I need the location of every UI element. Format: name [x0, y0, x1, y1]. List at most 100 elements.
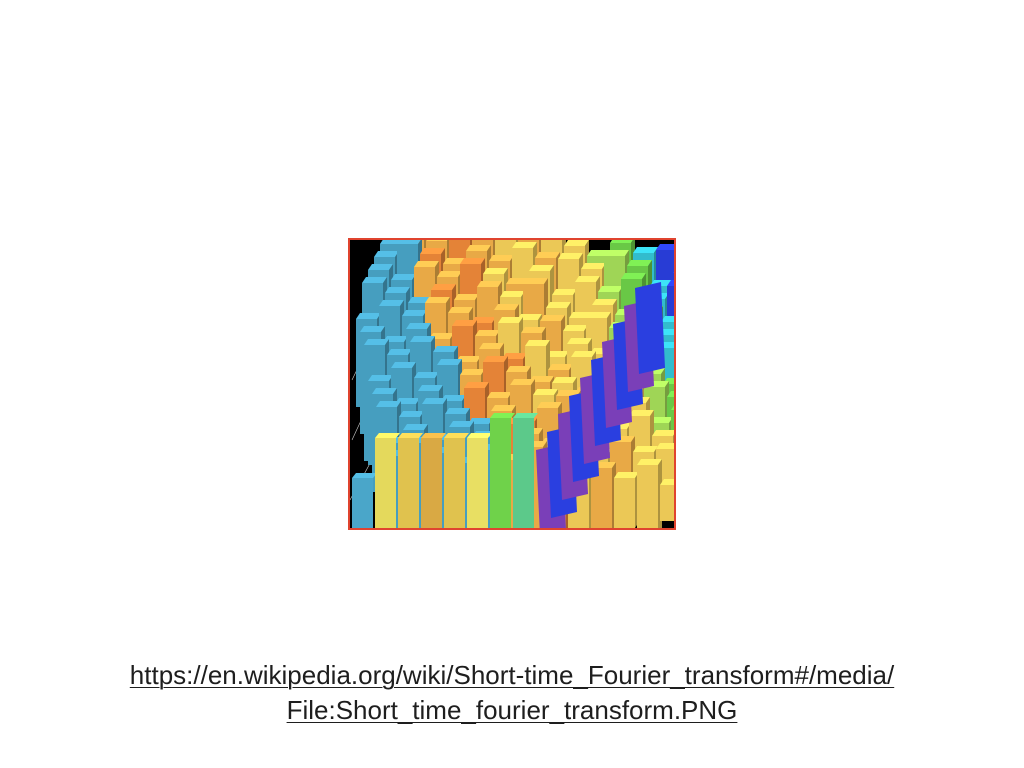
waterfall-bar-top — [604, 250, 629, 256]
waterfall-front-bar — [467, 438, 488, 528]
waterfall-bar-top — [510, 379, 535, 385]
waterfall-bar-top — [546, 302, 571, 308]
waterfall-bar-top — [448, 307, 473, 313]
waterfall-bar-top — [637, 459, 662, 465]
waterfall-bar-top — [671, 405, 674, 410]
waterfall-bar-top — [376, 401, 401, 407]
waterfall-bar-top — [521, 327, 546, 333]
waterfall-bar-top — [395, 398, 420, 404]
waterfall-bar-top — [460, 258, 485, 264]
waterfall-bar-top — [422, 398, 447, 404]
waterfall-bar-top — [656, 443, 674, 449]
waterfall-front-bar — [444, 438, 465, 528]
waterfall-bar-top — [391, 274, 416, 280]
waterfall-bar-top — [581, 263, 606, 269]
waterfall-bar-top — [437, 359, 462, 365]
waterfall-bar-top — [571, 351, 596, 357]
waterfall-bar-top — [627, 260, 652, 266]
waterfall-bar-top — [399, 411, 424, 417]
waterfall-bar-top — [548, 364, 573, 370]
waterfall-front-bar — [513, 418, 534, 528]
waterfall-bar-top — [535, 252, 560, 258]
waterfall-bar-top — [673, 271, 674, 273]
waterfall-bar-top — [454, 294, 479, 300]
waterfall-bar-top — [385, 287, 410, 293]
waterfall-bar-top — [452, 320, 477, 326]
waterfall-bar-top — [517, 314, 542, 320]
waterfall-bar-top — [483, 356, 508, 362]
waterfall-bar-top — [414, 261, 439, 267]
waterfall-bar-top — [429, 333, 454, 339]
waterfall-bar-top — [529, 265, 554, 271]
waterfall-bar-top — [489, 255, 514, 261]
waterfall-bar-top — [479, 343, 504, 349]
waterfall-bar-top — [502, 353, 527, 359]
waterfall-bar-top — [379, 300, 404, 306]
stft-3d-waterfall-plot — [350, 240, 674, 528]
waterfall-front-bar — [398, 438, 419, 528]
waterfall-bar-top — [464, 382, 489, 388]
waterfall-bar-top — [402, 310, 427, 316]
waterfall-bar-top — [533, 389, 558, 395]
waterfall-bar-top — [660, 479, 674, 485]
source-link-line-1[interactable]: https://en.wikipedia.org/wiki/Short-time… — [129, 660, 895, 690]
waterfall-bar-top — [648, 417, 673, 423]
waterfall-bar-top — [544, 351, 569, 357]
waterfall-bar-top — [563, 325, 588, 331]
waterfall-front-bar-top — [421, 433, 446, 438]
waterfall-bar-top — [523, 278, 548, 284]
waterfall-bar-top — [667, 391, 674, 397]
waterfall-bar-top — [368, 264, 393, 270]
waterfall-bar-top — [483, 268, 508, 274]
waterfall-bar-top — [471, 317, 496, 323]
waterfall-front-bar-top — [490, 413, 515, 418]
waterfall-bar — [637, 465, 658, 528]
waterfall-bar-top — [368, 375, 393, 381]
waterfall-bar-top — [418, 385, 443, 391]
plot-bars — [352, 240, 674, 528]
waterfall-bar-top — [414, 372, 439, 378]
waterfall-bar-top — [633, 247, 658, 253]
waterfall-bar-top — [575, 276, 600, 282]
waterfall-front-bar — [490, 418, 511, 528]
waterfall-bar-top — [426, 240, 448, 241]
waterfall-bar-top — [437, 271, 462, 277]
waterfall-bar-top — [362, 277, 387, 283]
waterfall-bar-top — [487, 392, 512, 398]
waterfall-bar-top — [433, 346, 458, 352]
waterfall-bar-top — [614, 472, 639, 478]
waterfall-bar-top — [498, 317, 523, 323]
waterfall-bar-top — [661, 316, 674, 322]
waterfall-bar-top — [468, 418, 493, 424]
waterfall-bar-top — [477, 281, 502, 287]
waterfall-front-bar-top — [444, 433, 469, 438]
waterfall-bar-top — [441, 395, 466, 401]
waterfall-bar-top — [420, 248, 445, 254]
waterfall-bar-top — [387, 349, 412, 355]
waterfall-bar-top — [364, 339, 389, 345]
waterfall-bar-top — [552, 289, 577, 295]
waterfall-bar-top — [558, 253, 583, 259]
waterfall-bar-top — [652, 430, 674, 436]
waterfall-bar-top — [525, 340, 550, 346]
waterfall-bar-top — [598, 286, 623, 292]
waterfall-bar-top — [372, 388, 397, 394]
waterfall-bar-top — [556, 390, 581, 396]
waterfall-bar-top — [491, 405, 516, 411]
waterfall-front-bar-top — [467, 433, 492, 438]
waterfall-bar-top — [592, 299, 617, 305]
waterfall-front-bar-top — [513, 413, 538, 418]
waterfall-front-bar — [375, 438, 396, 528]
waterfall-bar-top — [540, 315, 565, 321]
waterfall-bar — [614, 478, 635, 528]
waterfall-bar-top — [629, 410, 654, 416]
waterfall-bar-top — [360, 326, 385, 332]
waterfall-bar-top — [567, 338, 592, 344]
waterfall-bar-top — [610, 240, 633, 243]
waterfall-bar-top — [506, 366, 531, 372]
source-link[interactable]: https://en.wikipedia.org/wiki/Short-time… — [60, 658, 964, 728]
waterfall-bar-top — [564, 240, 589, 246]
waterfall-front-bar — [352, 478, 373, 528]
stft-spectrogram-image — [348, 238, 676, 530]
source-link-line-2[interactable]: File:Short_time_fourier_transform.PNG — [286, 695, 738, 725]
